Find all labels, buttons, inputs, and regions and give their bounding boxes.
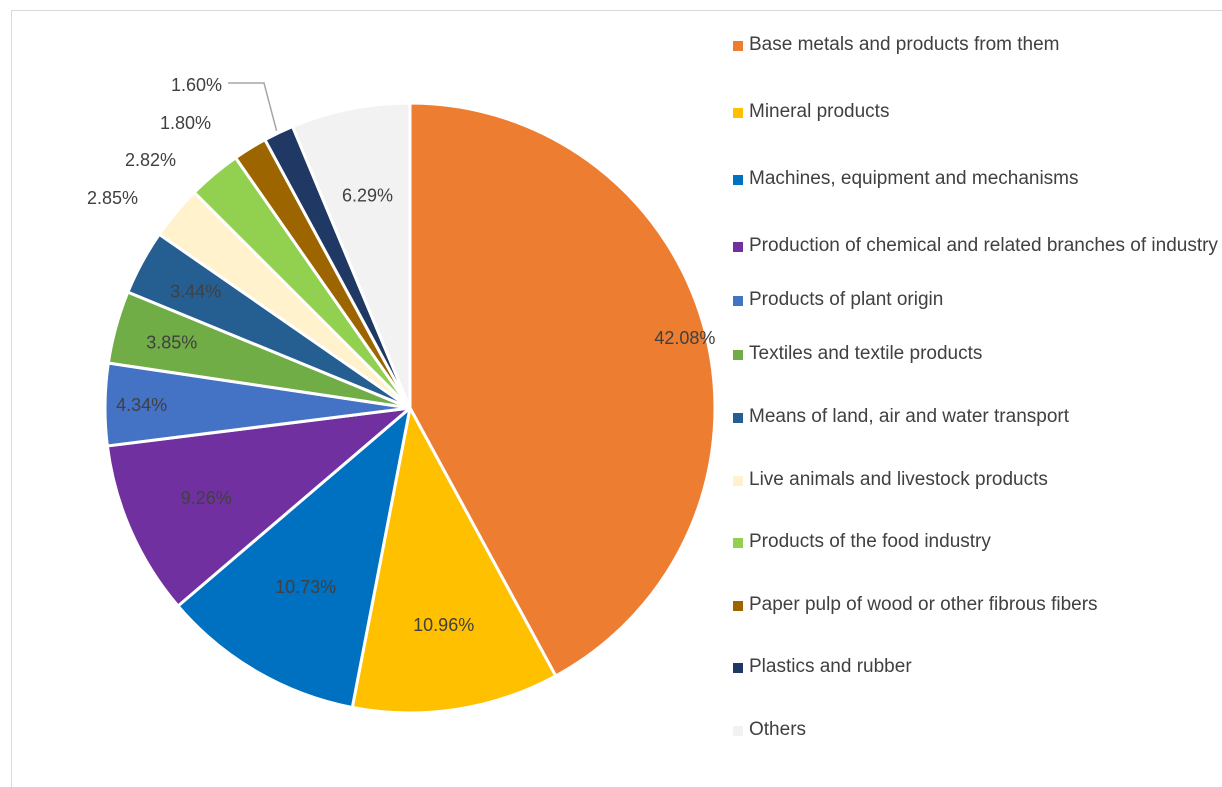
legend-label: Paper pulp of wood or other fibrous fibe… xyxy=(749,594,1098,615)
legend-swatch xyxy=(733,242,743,252)
legend-label: Live animals and livestock products xyxy=(749,469,1048,490)
legend-swatch xyxy=(733,296,743,306)
legend-label: Products of plant origin xyxy=(749,289,944,310)
chart-area xyxy=(11,10,1222,787)
data-label: 3.85% xyxy=(146,332,197,352)
pie-slices xyxy=(103,101,717,715)
legend-swatch xyxy=(733,476,743,486)
data-label: 10.96% xyxy=(413,615,474,635)
legend-item: Base metals and products from them xyxy=(733,32,1222,58)
legend-item: Products of plant origin xyxy=(733,287,1222,313)
legend-swatch xyxy=(733,350,743,360)
data-label: 4.34% xyxy=(116,395,167,415)
legend-label: Others xyxy=(749,719,807,740)
data-label: 42.08% xyxy=(654,328,715,348)
legend-label: Means of land, air and water transport xyxy=(749,406,1070,427)
legend-swatch xyxy=(733,175,743,185)
leader-line xyxy=(228,82,278,131)
legend-item: Mineral products xyxy=(733,99,1222,125)
legend-item: Means of land, air and water transport xyxy=(733,404,1222,430)
data-label: 6.29% xyxy=(342,186,393,206)
legend-item: Production of chemical and related branc… xyxy=(733,233,1222,259)
pie-slice xyxy=(408,101,717,678)
pie-slice xyxy=(350,406,558,715)
pie-slice xyxy=(176,406,412,709)
legend-item: Live animals and livestock products xyxy=(733,467,1222,493)
legend-swatch xyxy=(733,108,743,118)
legend-item: Others xyxy=(733,717,1222,743)
data-labels: 42.08% 10.96% 10.73% 9.26% 4.34% 3.85% 3.44% 2.… xyxy=(87,75,715,635)
data-label: 10.73% xyxy=(275,577,336,597)
legend-label: Mineral products xyxy=(749,101,890,122)
data-label: 1.60% xyxy=(171,75,222,95)
legend-swatch xyxy=(733,538,743,548)
legend-label: Machines, equipment and mechanisms xyxy=(749,168,1079,189)
legend-label: Plastics and rubber xyxy=(749,656,912,677)
legend-label: Textiles and textile products xyxy=(749,343,983,364)
legend-item: Plastics and rubber xyxy=(733,654,1222,680)
data-label: 3.44% xyxy=(170,282,221,302)
data-label: 9.26% xyxy=(181,488,232,508)
legend-item: Paper pulp of wood or other fibrous fibe… xyxy=(733,592,1222,618)
legend-item: Textiles and textile products xyxy=(733,341,1222,367)
data-label: 2.82% xyxy=(125,150,176,170)
pie-slice xyxy=(291,101,412,410)
legend-item: Machines, equipment and mechanisms xyxy=(733,166,1222,192)
legend-item: Products of the food industry xyxy=(733,529,1222,555)
legend-swatch xyxy=(733,726,743,736)
leader-lines xyxy=(228,82,278,131)
legend-swatch xyxy=(733,41,743,51)
data-label: 1.80% xyxy=(160,113,211,133)
data-label: 2.85% xyxy=(87,188,138,208)
legend-swatch xyxy=(733,601,743,611)
pie-slice xyxy=(105,406,412,608)
legend-label: Base metals and products from them xyxy=(749,34,1060,55)
legend-swatch xyxy=(733,663,743,673)
legend-label: Products of the food industry xyxy=(749,531,991,552)
legend-label: Production of chemical and related branc… xyxy=(749,235,1218,256)
legend-swatch xyxy=(733,413,743,423)
